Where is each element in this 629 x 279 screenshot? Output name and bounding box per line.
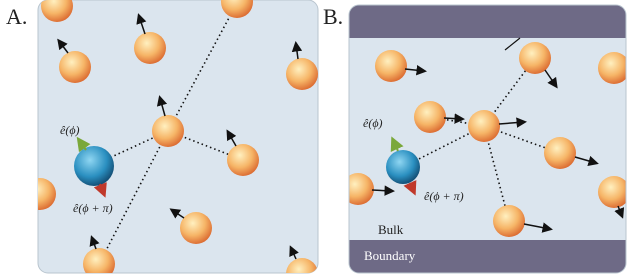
panel-b: ê(ϕ) ê(ϕ + π) Bulk Boundary bbox=[342, 5, 629, 273]
tagged-particle bbox=[74, 146, 114, 186]
vector-label: ê(ϕ + π) bbox=[73, 201, 113, 215]
boundary-top bbox=[349, 5, 626, 38]
vector-label: ê(ϕ) bbox=[363, 116, 383, 130]
panel-a: ê(ϕ) ê(ϕ + π) bbox=[24, 0, 318, 279]
figure: ê(ϕ) ê(ϕ + π) A. bbox=[0, 0, 629, 279]
boundary-label: Boundary bbox=[364, 248, 416, 263]
vector-label: ê(ϕ + π) bbox=[424, 189, 464, 203]
vector-label: ê(ϕ) bbox=[60, 123, 80, 137]
panel-label: B. bbox=[323, 4, 343, 29]
tagged-particle bbox=[386, 150, 420, 184]
panel-label: A. bbox=[6, 4, 27, 29]
bulk-label: Bulk bbox=[378, 222, 404, 237]
